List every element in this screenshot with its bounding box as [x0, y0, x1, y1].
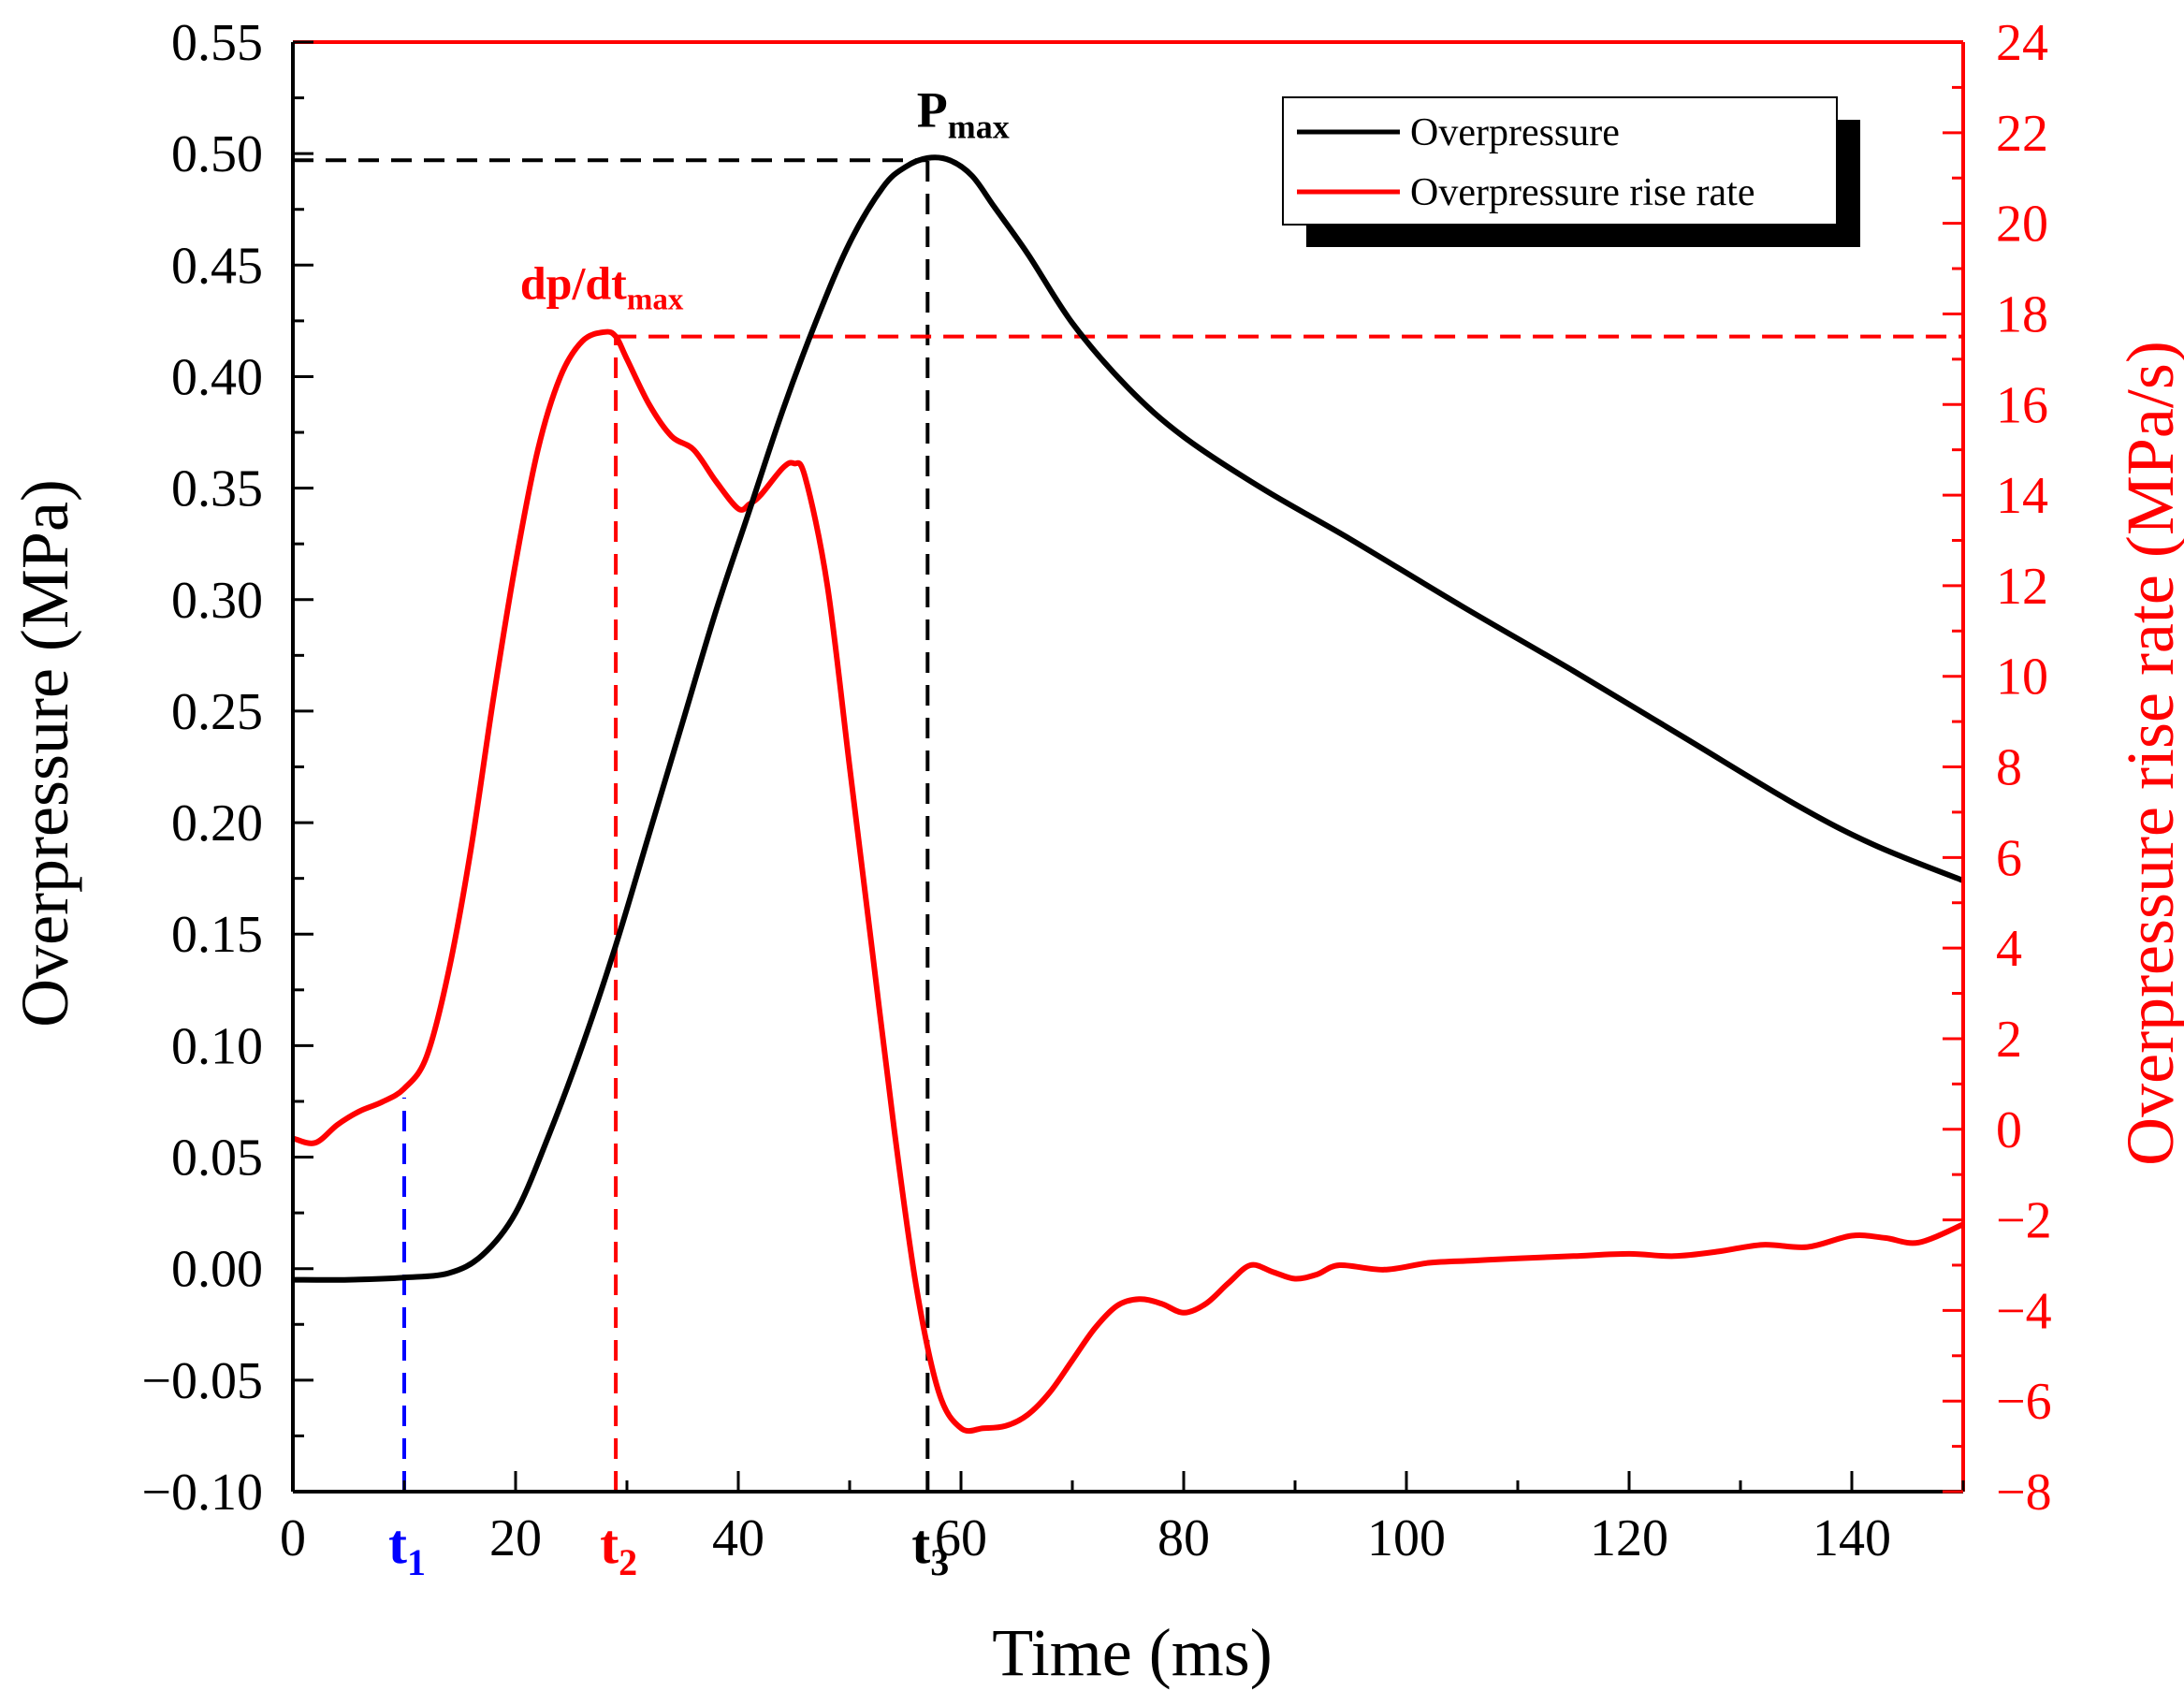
- y-left-tick-label: 0.45: [171, 237, 263, 295]
- p-max-label-main: P: [917, 81, 948, 138]
- overpressure-rise-rate-line: [293, 328, 1963, 1435]
- x-tick-label: 20: [489, 1509, 542, 1567]
- p-max-label-subscript: max: [948, 108, 1010, 145]
- y-right-tick-label: 6: [1996, 829, 2022, 887]
- y-right-tick-label: 14: [1996, 467, 2048, 525]
- y-right-tick-label: 8: [1996, 739, 2022, 797]
- y-left-tick-label: 0.10: [171, 1017, 263, 1075]
- y-left-tick-label: 0.35: [171, 460, 263, 518]
- x-tick-label: 100: [1367, 1509, 1446, 1567]
- t3-label: t3: [911, 1513, 949, 1583]
- t1-label-main: t: [388, 1513, 407, 1575]
- t3-label-subscript: 3: [930, 1541, 949, 1583]
- legend: Overpressure Overpressure rise rate: [1282, 96, 1860, 247]
- y-left-tick-label: 0.00: [171, 1241, 263, 1299]
- y-right-tick-label: −4: [1996, 1282, 2052, 1340]
- y-left-tick-label: −0.10: [141, 1464, 263, 1522]
- y-right-tick-label: 12: [1996, 558, 2048, 616]
- y-left-tick-label: 0.40: [171, 348, 263, 406]
- y-left-tick-label: 0.55: [171, 14, 263, 72]
- y-right-tick-label: 4: [1996, 920, 2022, 978]
- legend-label-overpressure: Overpressure: [1410, 111, 1620, 154]
- y-left-tick-label: 0.25: [171, 683, 263, 741]
- t1-label-subscript: 1: [407, 1541, 426, 1583]
- t3-label-main: t: [911, 1513, 930, 1575]
- y-right-tick-label: 10: [1996, 648, 2048, 707]
- x-tick-label: 40: [712, 1509, 764, 1567]
- t2-label-main: t: [600, 1513, 619, 1575]
- y-left-tick-label: −0.05: [141, 1352, 263, 1410]
- y-right-tick-label: −8: [1996, 1464, 2052, 1522]
- y-right-tick-label: 18: [1996, 285, 2048, 343]
- x-axis-title: Time (ms): [992, 1615, 1272, 1690]
- y-right-tick-label: −2: [1996, 1192, 2052, 1250]
- t2-label: t2: [600, 1513, 637, 1583]
- y-right-tick-label: 24: [1996, 14, 2048, 72]
- p-max-label: Pmax: [917, 81, 1010, 145]
- x-tick-label: 0: [280, 1509, 306, 1567]
- t2-label-subscript: 2: [619, 1541, 637, 1583]
- y-left-tick-label: 0.30: [171, 572, 263, 630]
- y-left-axis-title: Overpressure (MPa): [7, 479, 82, 1027]
- reference-lines: [293, 158, 1963, 1492]
- dpdt-max-label-main: dp/dt: [520, 257, 627, 310]
- dpdt-max-label: dp/dtmax: [520, 257, 684, 317]
- y-right-tick-label: 22: [1996, 105, 2048, 163]
- legend-box: [1282, 96, 1838, 226]
- tick-labels: 0 20 40 60 80 100 120 140−0.10−0.050.000.050.10…: [141, 14, 2051, 1567]
- y-right-tick-label: 0: [1996, 1101, 2022, 1159]
- legend-label-rise-rate: Overpressure rise rate: [1410, 171, 1754, 214]
- y-right-tick-label: −6: [1996, 1373, 2052, 1431]
- y-right-tick-label: 16: [1996, 376, 2048, 434]
- overpressure-line: [293, 154, 1963, 1283]
- x-tick-label: 80: [1158, 1509, 1210, 1567]
- x-tick-label: 60: [935, 1509, 987, 1567]
- y-right-axis-title: Overpressure rise rate (MPa/s): [2113, 341, 2184, 1166]
- y-left-tick-label: 0.15: [171, 906, 263, 964]
- x-tick-label: 140: [1813, 1509, 1891, 1567]
- series-layer: [293, 154, 1963, 1435]
- y-left-tick-label: 0.05: [171, 1129, 263, 1188]
- axes-layer: [291, 40, 1965, 1494]
- y-left-tick-label: 0.20: [171, 794, 263, 852]
- x-tick-label: 120: [1590, 1509, 1668, 1567]
- dpdt-max-label-subscript: max: [627, 284, 684, 317]
- y-right-tick-label: 20: [1996, 196, 2048, 254]
- t1-label: t1: [388, 1513, 426, 1583]
- y-left-tick-label: 0.50: [171, 125, 263, 183]
- y-right-tick-label: 2: [1996, 1011, 2022, 1069]
